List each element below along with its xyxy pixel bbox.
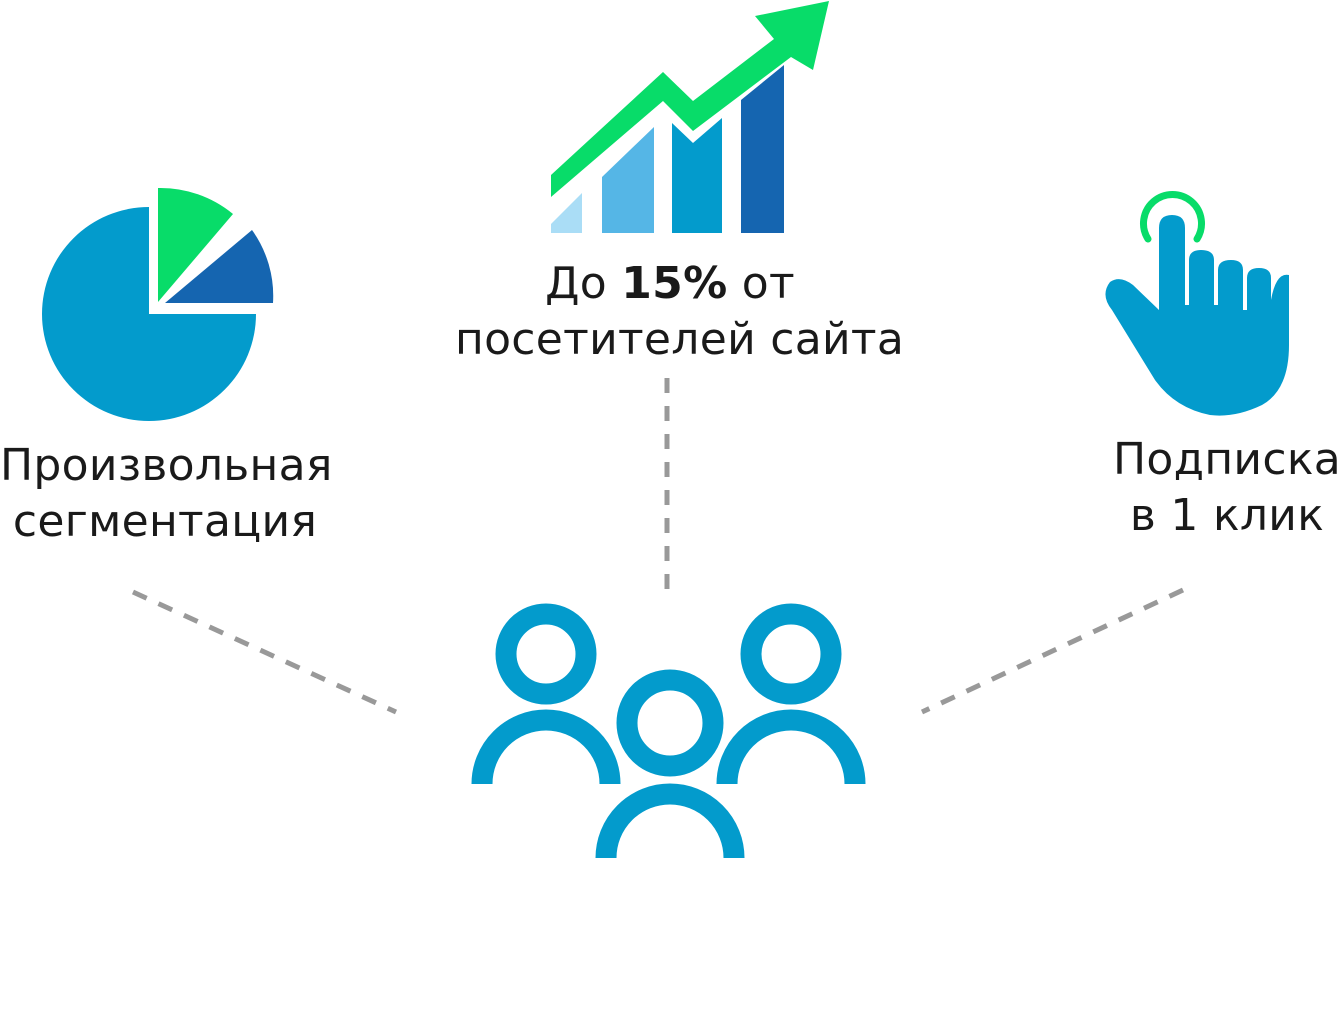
visitors-caption-line-1: До 15% от bbox=[455, 256, 885, 312]
subscribe-caption-line-1: Подписка bbox=[1113, 434, 1339, 485]
segmentation-caption: Произвольная сегментация bbox=[0, 438, 333, 550]
connector-right bbox=[920, 587, 1185, 715]
growth-bar-4 bbox=[741, 65, 784, 233]
segmentation-caption-line-2: сегментация bbox=[12, 496, 318, 547]
user-center-body bbox=[595, 783, 745, 859]
user-center-head bbox=[616, 669, 724, 777]
visitors-caption: До 15% от посетителей сайта bbox=[455, 256, 905, 368]
hand-shape bbox=[1105, 215, 1289, 416]
connector-left bbox=[131, 589, 398, 715]
pie-green-slice bbox=[158, 187, 233, 302]
visitors-suffix: от bbox=[727, 258, 795, 309]
growth-bar-2 bbox=[602, 127, 654, 233]
user-left-body bbox=[471, 709, 621, 785]
users-group-icon bbox=[471, 603, 866, 859]
user-right-head bbox=[740, 603, 842, 705]
pie-chart-icon bbox=[42, 187, 274, 421]
subscribe-caption: Подписка в 1 клик bbox=[1112, 432, 1339, 544]
visitors-caption-line-2: посетителей сайта bbox=[455, 314, 905, 365]
tap-hand-icon bbox=[1105, 190, 1289, 416]
user-right-body bbox=[716, 709, 866, 785]
growth-chart-icon bbox=[551, 1, 829, 233]
subscribe-caption-line-2: в 1 клик bbox=[1129, 490, 1325, 541]
pie-main-slice bbox=[42, 207, 256, 421]
visitors-percent: 15% bbox=[621, 258, 728, 309]
connector-lines bbox=[131, 378, 1185, 715]
growth-bar-1 bbox=[551, 193, 582, 233]
segmentation-caption-line-1: Произвольная bbox=[0, 440, 333, 491]
visitors-prefix: До bbox=[545, 258, 622, 309]
growth-arrow bbox=[551, 1, 829, 197]
user-left-head bbox=[495, 603, 597, 705]
pie-dark-slice bbox=[165, 230, 274, 303]
tap-ring bbox=[1140, 190, 1205, 243]
growth-bar-3 bbox=[672, 118, 722, 233]
